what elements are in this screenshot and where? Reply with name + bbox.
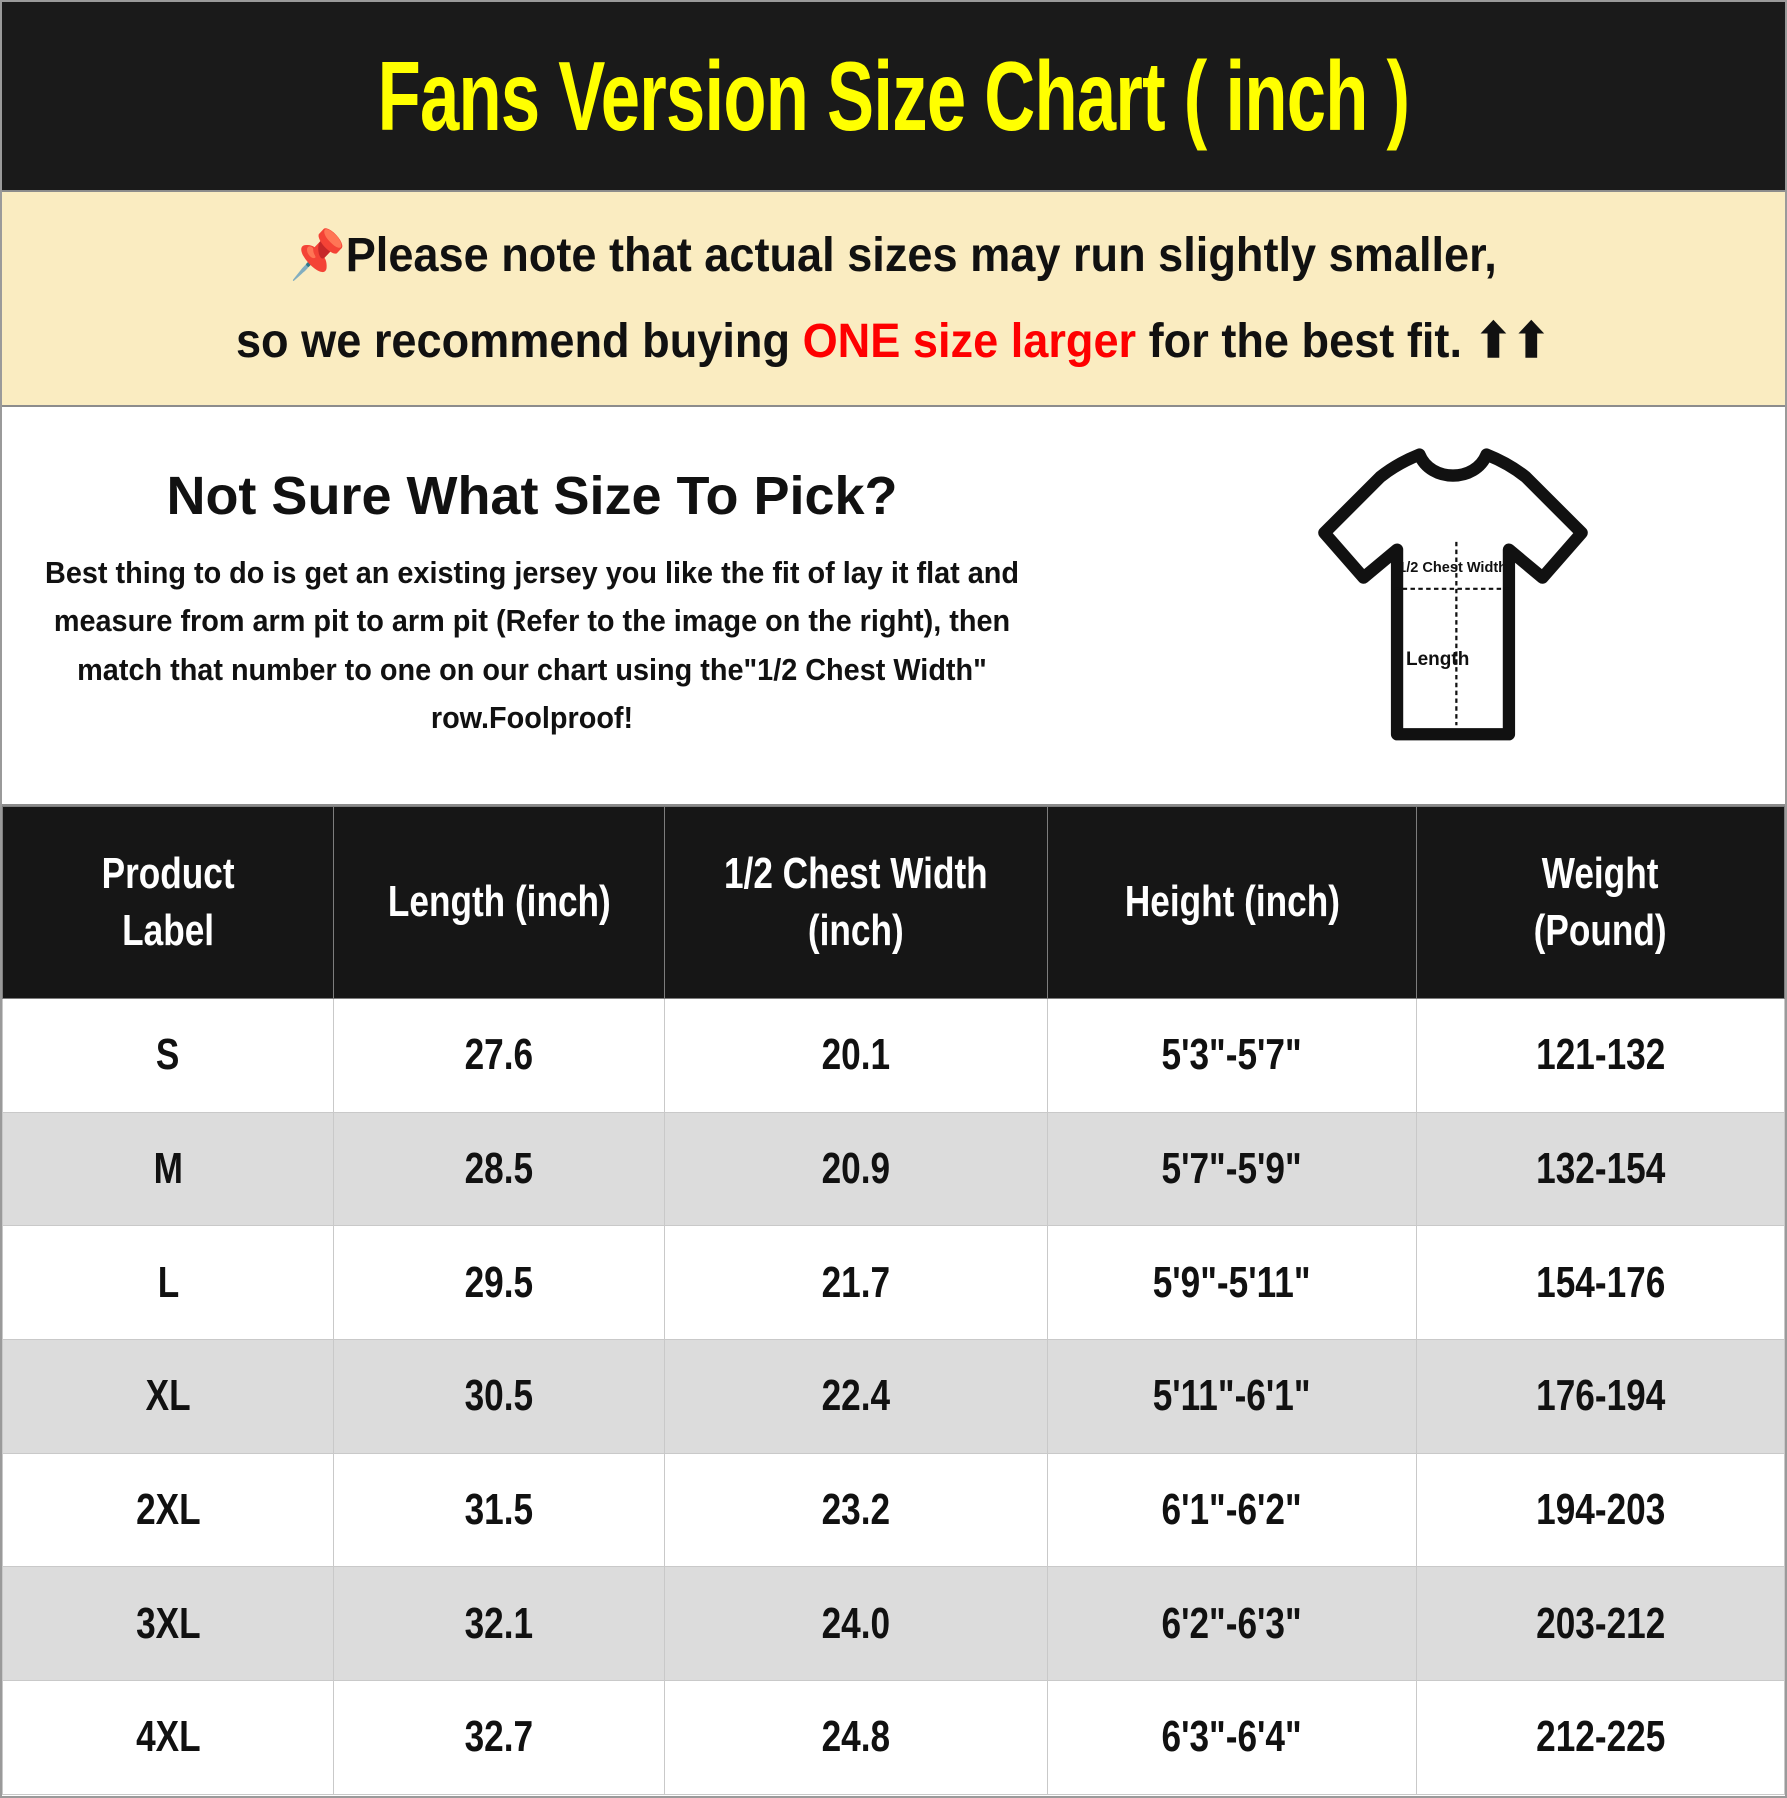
svg-text:Length: Length: [1406, 649, 1469, 670]
svg-text:1/2 Chest Width: 1/2 Chest Width: [1398, 560, 1507, 576]
